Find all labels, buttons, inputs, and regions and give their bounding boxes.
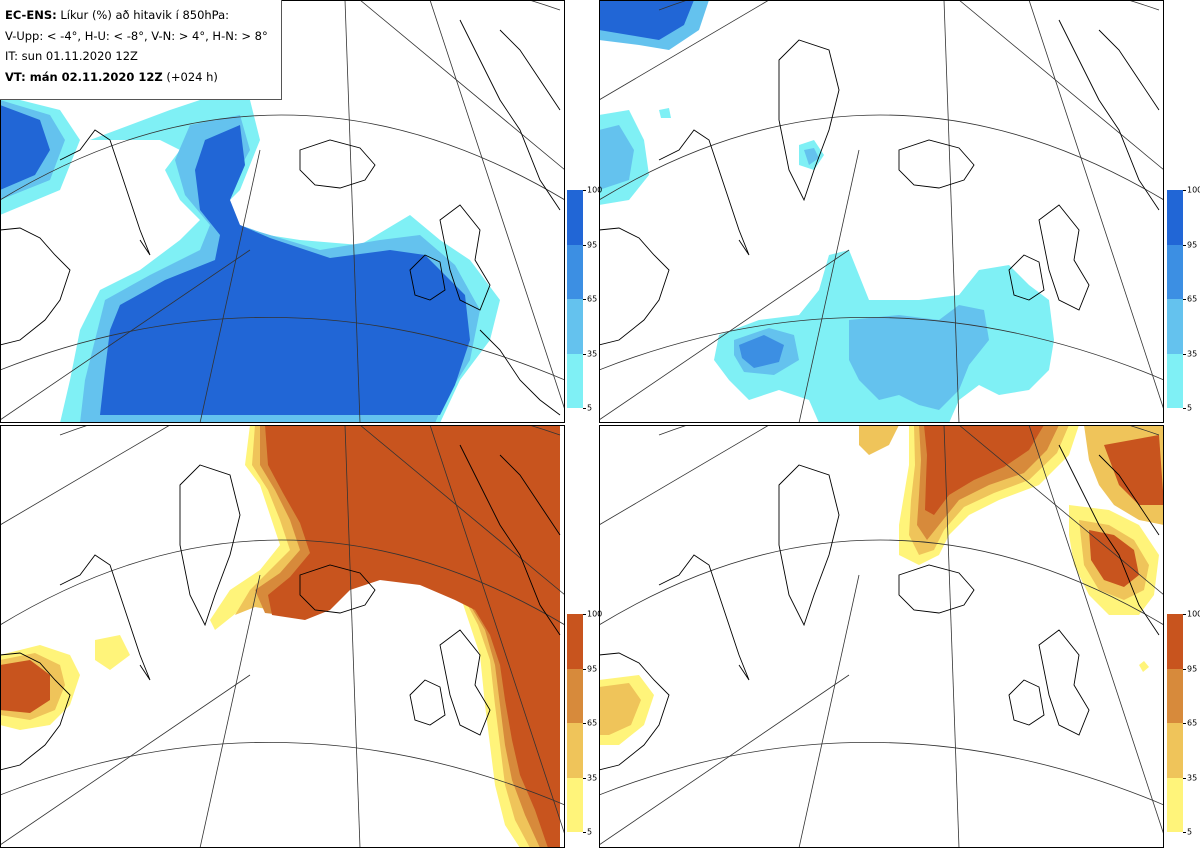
colorbar-tick-label: 5 xyxy=(1187,827,1193,837)
colorbar-tick-label: 5 xyxy=(587,827,593,837)
colorbar-tick xyxy=(583,668,586,670)
colorbar-tick xyxy=(583,777,586,779)
colorbar-top-left: 100 95 65 35 5 xyxy=(567,186,602,413)
colorbar-segment xyxy=(1167,353,1183,408)
colorbar-tick xyxy=(583,353,586,355)
colorbar-tick xyxy=(1183,408,1186,409)
map-info-box: EC-ENS: Líkur (%) að hitavik í 850hPa: V… xyxy=(0,0,282,100)
colorbar-tick-label: 65 xyxy=(587,718,598,728)
colorbar-segment xyxy=(567,353,583,408)
colorbar-tick xyxy=(1183,353,1186,355)
map-panel-bottom-left xyxy=(0,425,565,848)
colorbar-segment xyxy=(1167,299,1183,354)
colorbar-tick-label: 95 xyxy=(1187,664,1198,673)
colorbar-tick-label: 100 xyxy=(587,185,603,195)
colorbar-tick xyxy=(1183,832,1186,833)
info-line-4: VT: mán 02.11.2020 12Z (+024 h) xyxy=(5,69,218,84)
colorbar-bottom-right: 100 95 65 35 5 xyxy=(1167,610,1200,837)
colorbar-tick xyxy=(583,244,586,246)
colorbar-tick-label: 65 xyxy=(1187,718,1198,728)
colorbar-tick-label: 65 xyxy=(1187,294,1198,304)
probability-field xyxy=(599,0,1054,423)
colorbar-segment xyxy=(1167,244,1183,299)
colorbar-segment xyxy=(1167,668,1183,723)
map-panel-top-right xyxy=(599,0,1164,423)
colorbar-tick xyxy=(1183,668,1186,670)
colorbar-tick-label: 35 xyxy=(1187,773,1198,782)
colorbar-segment xyxy=(567,244,583,299)
coastlines xyxy=(599,444,1160,771)
map-panel-bottom-right xyxy=(599,425,1164,848)
coastlines xyxy=(599,19,1160,346)
colorbar-tick-label: 35 xyxy=(1187,349,1198,358)
colorbar-tick-label: 100 xyxy=(587,609,603,619)
colorbar-segment xyxy=(567,777,583,832)
graticule xyxy=(599,425,1164,848)
colorbar-tick xyxy=(1183,777,1186,779)
colorbar-tick xyxy=(1183,723,1186,724)
colorbar-tick-label: 35 xyxy=(587,349,598,358)
colorbar-tick xyxy=(1183,299,1186,300)
colorbar-segment xyxy=(1167,190,1183,245)
colorbar-tick-label: 95 xyxy=(1187,240,1198,249)
colorbar-segment xyxy=(1167,723,1183,778)
info-line-1: EC-ENS: Líkur (%) að hitavik í 850hPa: xyxy=(5,8,230,22)
colorbar-tick-label: 100 xyxy=(1187,609,1200,619)
colorbar-tick xyxy=(583,408,586,409)
coastlines xyxy=(0,444,561,771)
colorbar-tick xyxy=(1183,614,1186,615)
colorbar-segment xyxy=(1167,614,1183,669)
colorbar-tick xyxy=(583,723,586,724)
graticule xyxy=(0,425,565,848)
colorbar-tick xyxy=(583,614,586,615)
colorbar-segment xyxy=(567,614,583,669)
colorbar-segment xyxy=(567,723,583,778)
colorbar-tick-label: 95 xyxy=(587,664,598,673)
probability-field xyxy=(599,425,1164,745)
colorbar-tick-label: 5 xyxy=(1187,403,1193,413)
map-svg xyxy=(0,0,565,423)
info-line-3: IT: sun 01.11.2020 12Z xyxy=(5,49,138,63)
colorbar-segment xyxy=(567,668,583,723)
colorbar-tick-label: 5 xyxy=(587,403,593,413)
map-svg xyxy=(599,425,1164,848)
colorbar-tick xyxy=(583,299,586,300)
graticule xyxy=(599,0,1164,423)
colorbar-tick xyxy=(1183,244,1186,246)
colorbar-tick-label: 35 xyxy=(587,773,598,782)
info-line-2: V-Upp: < -4°, H-U: < -8°, V-N: > 4°, H-N… xyxy=(5,28,268,43)
colorbar-tick-label: 100 xyxy=(1187,185,1200,195)
map-svg xyxy=(599,0,1164,423)
colorbar-bottom-left: 100 95 65 35 5 xyxy=(567,610,602,837)
colorbar-top-right: 100 95 65 35 5 xyxy=(1167,186,1200,413)
colorbar-segment xyxy=(567,190,583,245)
coastlines xyxy=(0,19,561,416)
map-panel-top-left: EC-ENS: Líkur (%) að hitavik í 850hPa: V… xyxy=(0,0,565,423)
colorbar-tick xyxy=(583,190,586,191)
colorbar-tick-label: 65 xyxy=(587,294,598,304)
colorbar-tick-label: 95 xyxy=(587,240,598,249)
probability-field xyxy=(0,95,500,423)
colorbar-segment xyxy=(1167,777,1183,832)
colorbar-segment xyxy=(567,299,583,354)
colorbar-tick xyxy=(583,832,586,833)
probability-field xyxy=(0,425,560,848)
colorbar-tick xyxy=(1183,190,1186,191)
map-svg xyxy=(0,425,565,848)
